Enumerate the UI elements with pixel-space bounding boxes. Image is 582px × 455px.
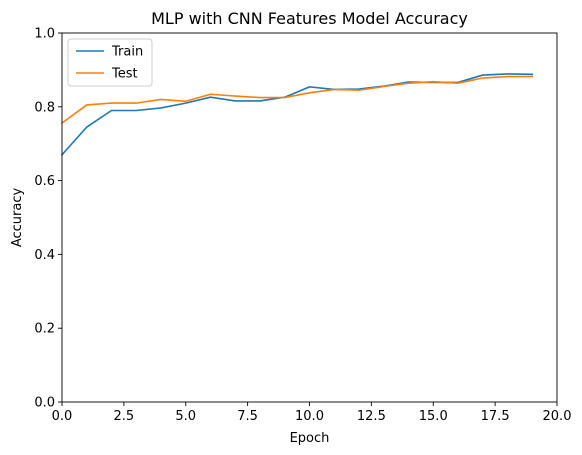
- x-tick-label: 10.0: [295, 409, 324, 424]
- plot-area: [60, 32, 558, 403]
- y-tick-label: 0.6: [34, 174, 55, 189]
- y-tick-label: 0.2: [34, 322, 55, 337]
- x-axis-label: Epoch: [290, 431, 330, 446]
- x-tick-label: 12.5: [357, 409, 386, 424]
- y-axis-label: Accuracy: [10, 188, 25, 248]
- x-tick-label: 0.0: [52, 409, 73, 424]
- x-tick-label: 2.5: [114, 409, 135, 424]
- plot-frame: [61, 32, 558, 403]
- y-tick-label: 1.0: [34, 27, 55, 42]
- y-tick-label: 0.8: [34, 100, 55, 115]
- x-tick-label: 17.5: [481, 409, 510, 424]
- x-axis: 0.0 2.5 5.0 7.5 10.0 12.5 15.0 17.5 20.0: [52, 402, 572, 424]
- y-tick-label: 0.4: [34, 248, 55, 263]
- y-tick-label: 0.0: [34, 396, 55, 411]
- legend-label-test: Test: [111, 67, 138, 82]
- y-axis: 0.0 0.2 0.4 0.6 0.8 1.0: [34, 27, 62, 411]
- x-tick-label: 7.5: [237, 409, 258, 424]
- chart-title: MLP with CNN Features Model Accuracy: [151, 9, 468, 28]
- x-tick-label: 20.0: [543, 409, 572, 424]
- x-tick-label: 15.0: [419, 409, 448, 424]
- legend: Train Test: [67, 38, 153, 87]
- x-tick-label: 5.0: [175, 409, 196, 424]
- series-line-test: [60, 75, 534, 125]
- legend-label-train: Train: [111, 45, 143, 60]
